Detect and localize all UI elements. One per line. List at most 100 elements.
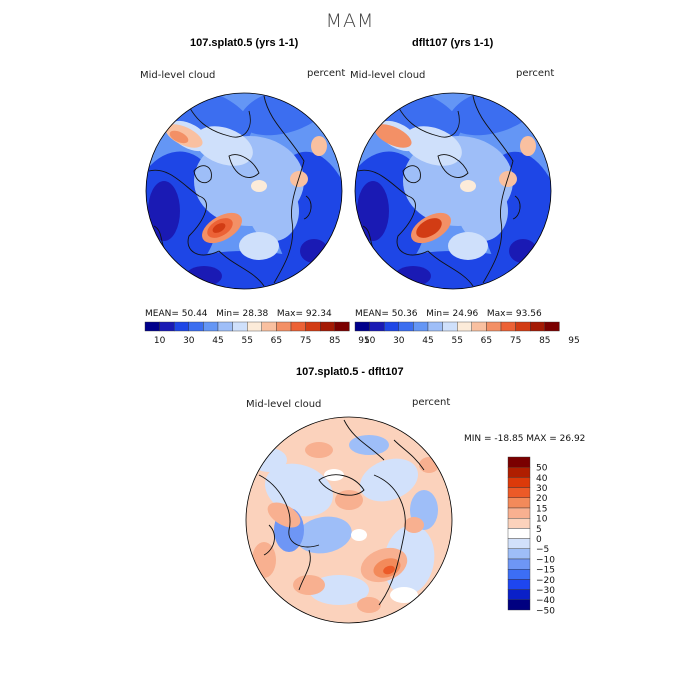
coastline [298,549,311,591]
colorbar-swatch [507,599,531,611]
panel1-mean-value: 50.44 [181,309,208,319]
panel1-mean-label: MEAN= [145,309,179,319]
mid-cloud-region [239,232,279,260]
high-cloud-region [460,180,476,192]
mid-cloud-region [458,181,508,241]
colorbar-swatch [334,321,350,332]
colorbar-swatch [305,321,321,332]
low-cloud-region [395,266,431,286]
coastline [427,250,474,287]
colorbar-swatch [427,321,443,332]
negative-difference-region [267,502,301,528]
diff-map-border [245,416,453,624]
mid-cloud-region [404,126,462,166]
positive-difference-region [351,529,367,541]
diff-units-label: percent [412,397,451,408]
colorbar-tick-label: 85 [329,336,340,346]
low-cloud-region [357,181,389,241]
colorbar-tick-label: 95 [568,336,579,346]
coastline [218,250,265,287]
colorbar-swatch [530,321,546,332]
colorbar-tick-label: 85 [539,336,550,346]
colorbar-tick-label: −10 [536,555,555,565]
colorbar-tick-label: 0 [536,535,542,545]
colorbar-tick-label: 30 [183,336,195,346]
negative-difference-region [296,516,352,554]
low-cloud-region [373,251,533,289]
negative-difference-region [305,442,333,458]
panel1-max-value: 92.34 [305,309,332,319]
coastline [357,169,429,256]
colorbar-tick-label: −50 [536,606,555,616]
colorbar-tick-label: 95 [358,336,369,346]
panel1-variable-label: Mid-level cloud [140,70,216,81]
panel1-units-label: percent [307,68,346,79]
colorbar-swatch [413,321,429,332]
coastline [263,524,275,556]
diff-title: 107.splat0.5 - dflt107 [296,366,404,378]
panel2-map-border [354,92,552,290]
negative-difference-region [357,597,381,613]
panel1-stats: MEAN= 50.44 Min= 28.38 Max= 92.34 [145,309,332,319]
coastline [318,474,365,496]
colorbar-tick-label: −15 [536,566,555,576]
diff-map [246,417,452,623]
panel2-units-label: percent [516,68,555,79]
colorbar-tick-label: 65 [481,336,492,346]
colorbar-tick-label: 75 [300,336,311,346]
panel2-max-value: 93.56 [515,309,542,319]
colorbar-tick-label: 45 [422,336,433,346]
diff-coastlines [258,419,425,606]
coastline [263,95,305,284]
colorbar-swatch [246,321,262,332]
negative-difference-region [404,517,424,533]
negative-difference-region [383,565,395,575]
colorbar-tick-label: 10 [364,336,376,346]
colorbar-swatch [507,538,531,549]
negative-difference-region [293,575,325,595]
colorbar-swatch [232,321,248,332]
colorbar-swatch [471,321,487,332]
panel1-colorbar: 10 30 45 55 65 75 85 95 [144,321,370,346]
colorbar-swatch [320,321,336,332]
colorbar-swatch [384,321,400,332]
high-cloud-region [421,223,435,233]
coastline [392,95,460,138]
colorbar-tick-label: 5 [536,525,542,535]
coastline [402,165,421,184]
high-cloud-region [169,130,189,144]
colorbar-swatch [369,321,385,332]
coastline [228,154,260,178]
mid-cloud-region [195,126,253,166]
colorbar-tick-label: 40 [536,474,548,484]
low-cloud-region [148,181,180,241]
colorbar-swatch [507,497,531,509]
colorbar-tick-label: 50 [536,464,548,474]
colorbar-swatch [507,558,531,570]
negative-difference-region [251,448,287,472]
colorbar-swatch [188,321,204,332]
colorbar-tick-label: 20 [536,494,548,504]
colorbar-tick-label: −30 [536,586,555,596]
coastline [437,154,469,178]
colorbar-swatch [159,321,175,332]
coastline [148,169,220,256]
colorbar-swatch [354,321,370,332]
colorbar-swatch [203,321,219,332]
mid-cloud-region [249,181,299,241]
positive-difference-region [390,587,418,603]
colorbar-tick-label: −20 [536,576,555,586]
colorbar-swatch [507,569,531,580]
colorbar-tick-label: 45 [212,336,223,346]
colorbar-swatch [486,321,502,332]
colorbar-swatch [261,321,277,332]
colorbar-tick-label: 75 [510,336,521,346]
negative-difference-region [383,525,435,595]
colorbar-swatch [507,467,531,478]
coastline [258,474,320,548]
colorbar-swatch [442,321,458,332]
panel2-min-value: 24.96 [452,309,479,319]
colorbar-swatch [507,589,531,600]
diff-range-text: MIN = -18.85 MAX = 26.92 [464,434,586,444]
